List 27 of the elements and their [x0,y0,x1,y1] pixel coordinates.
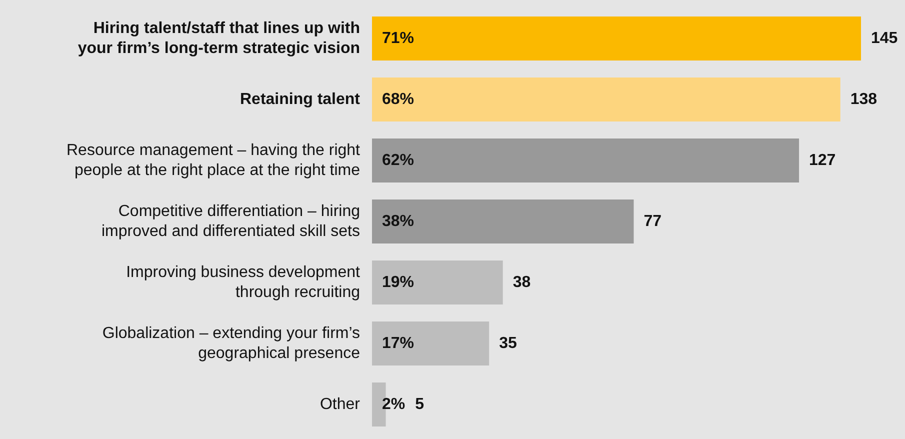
data-label: 71% [382,30,414,47]
bar [372,78,840,122]
annotation: 5 [415,396,424,413]
bar [372,138,800,182]
bar [372,16,861,60]
annotation: 127 [809,152,836,169]
annotation: 145 [871,30,898,47]
y-tick-label: Retaining talent [240,91,361,108]
y-tick-label: Globalization – extending your firm’s geographical presence [102,325,360,362]
y-tick-label: Other [320,396,361,413]
bar [372,322,490,366]
y-tick-label: Hiring talent/staff that lines up with your firm’s long-term strategic vision [78,20,360,57]
annotation: 35 [499,335,517,352]
data-label: 2% [382,396,406,413]
annotation: 77 [644,213,662,230]
y-tick-label: Improving business development through recruiting [126,264,361,301]
bar [372,260,503,304]
data-label: 19% [382,274,414,291]
annotation: 38 [512,274,531,291]
annotation: 138 [850,91,878,108]
y-tick-label: Resource management – having the right people at the right place at the right time [66,142,361,179]
data-label: 17% [382,335,414,352]
data-label: 38% [382,213,414,230]
bar [372,200,634,244]
data-label: 62% [382,152,414,169]
y-tick-label: Competitive differentiation – hiring improved and differentiated skill sets [101,203,360,240]
data-label: 68% [382,91,414,108]
